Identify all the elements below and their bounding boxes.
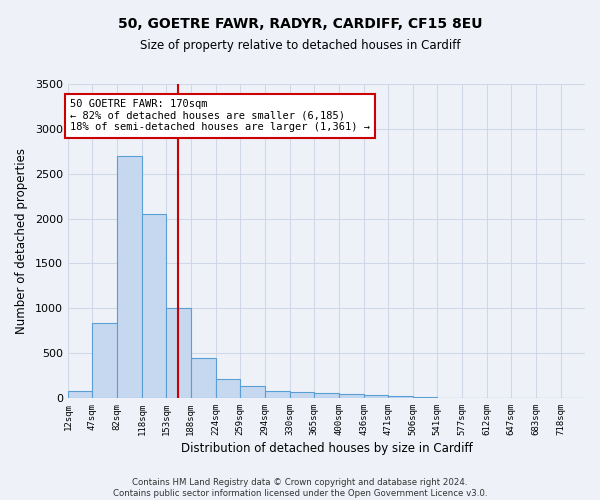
Bar	[240, 386, 265, 398]
Bar	[314, 393, 338, 398]
Bar	[338, 394, 364, 398]
Bar	[92, 324, 117, 398]
Bar	[166, 308, 191, 398]
Bar	[265, 391, 290, 398]
Text: 50 GOETRE FAWR: 170sqm
← 82% of detached houses are smaller (6,185)
18% of semi-: 50 GOETRE FAWR: 170sqm ← 82% of detached…	[70, 99, 370, 132]
Bar	[191, 358, 216, 398]
Bar	[364, 395, 388, 398]
Bar	[388, 396, 413, 398]
Text: Contains HM Land Registry data © Crown copyright and database right 2024.
Contai: Contains HM Land Registry data © Crown c…	[113, 478, 487, 498]
X-axis label: Distribution of detached houses by size in Cardiff: Distribution of detached houses by size …	[181, 442, 472, 455]
Bar	[117, 156, 142, 398]
Text: Size of property relative to detached houses in Cardiff: Size of property relative to detached ho…	[140, 39, 460, 52]
Bar	[142, 214, 166, 398]
Bar	[290, 392, 314, 398]
Text: 50, GOETRE FAWR, RADYR, CARDIFF, CF15 8EU: 50, GOETRE FAWR, RADYR, CARDIFF, CF15 8E…	[118, 18, 482, 32]
Bar	[68, 391, 92, 398]
Y-axis label: Number of detached properties: Number of detached properties	[15, 148, 28, 334]
Bar	[216, 379, 240, 398]
